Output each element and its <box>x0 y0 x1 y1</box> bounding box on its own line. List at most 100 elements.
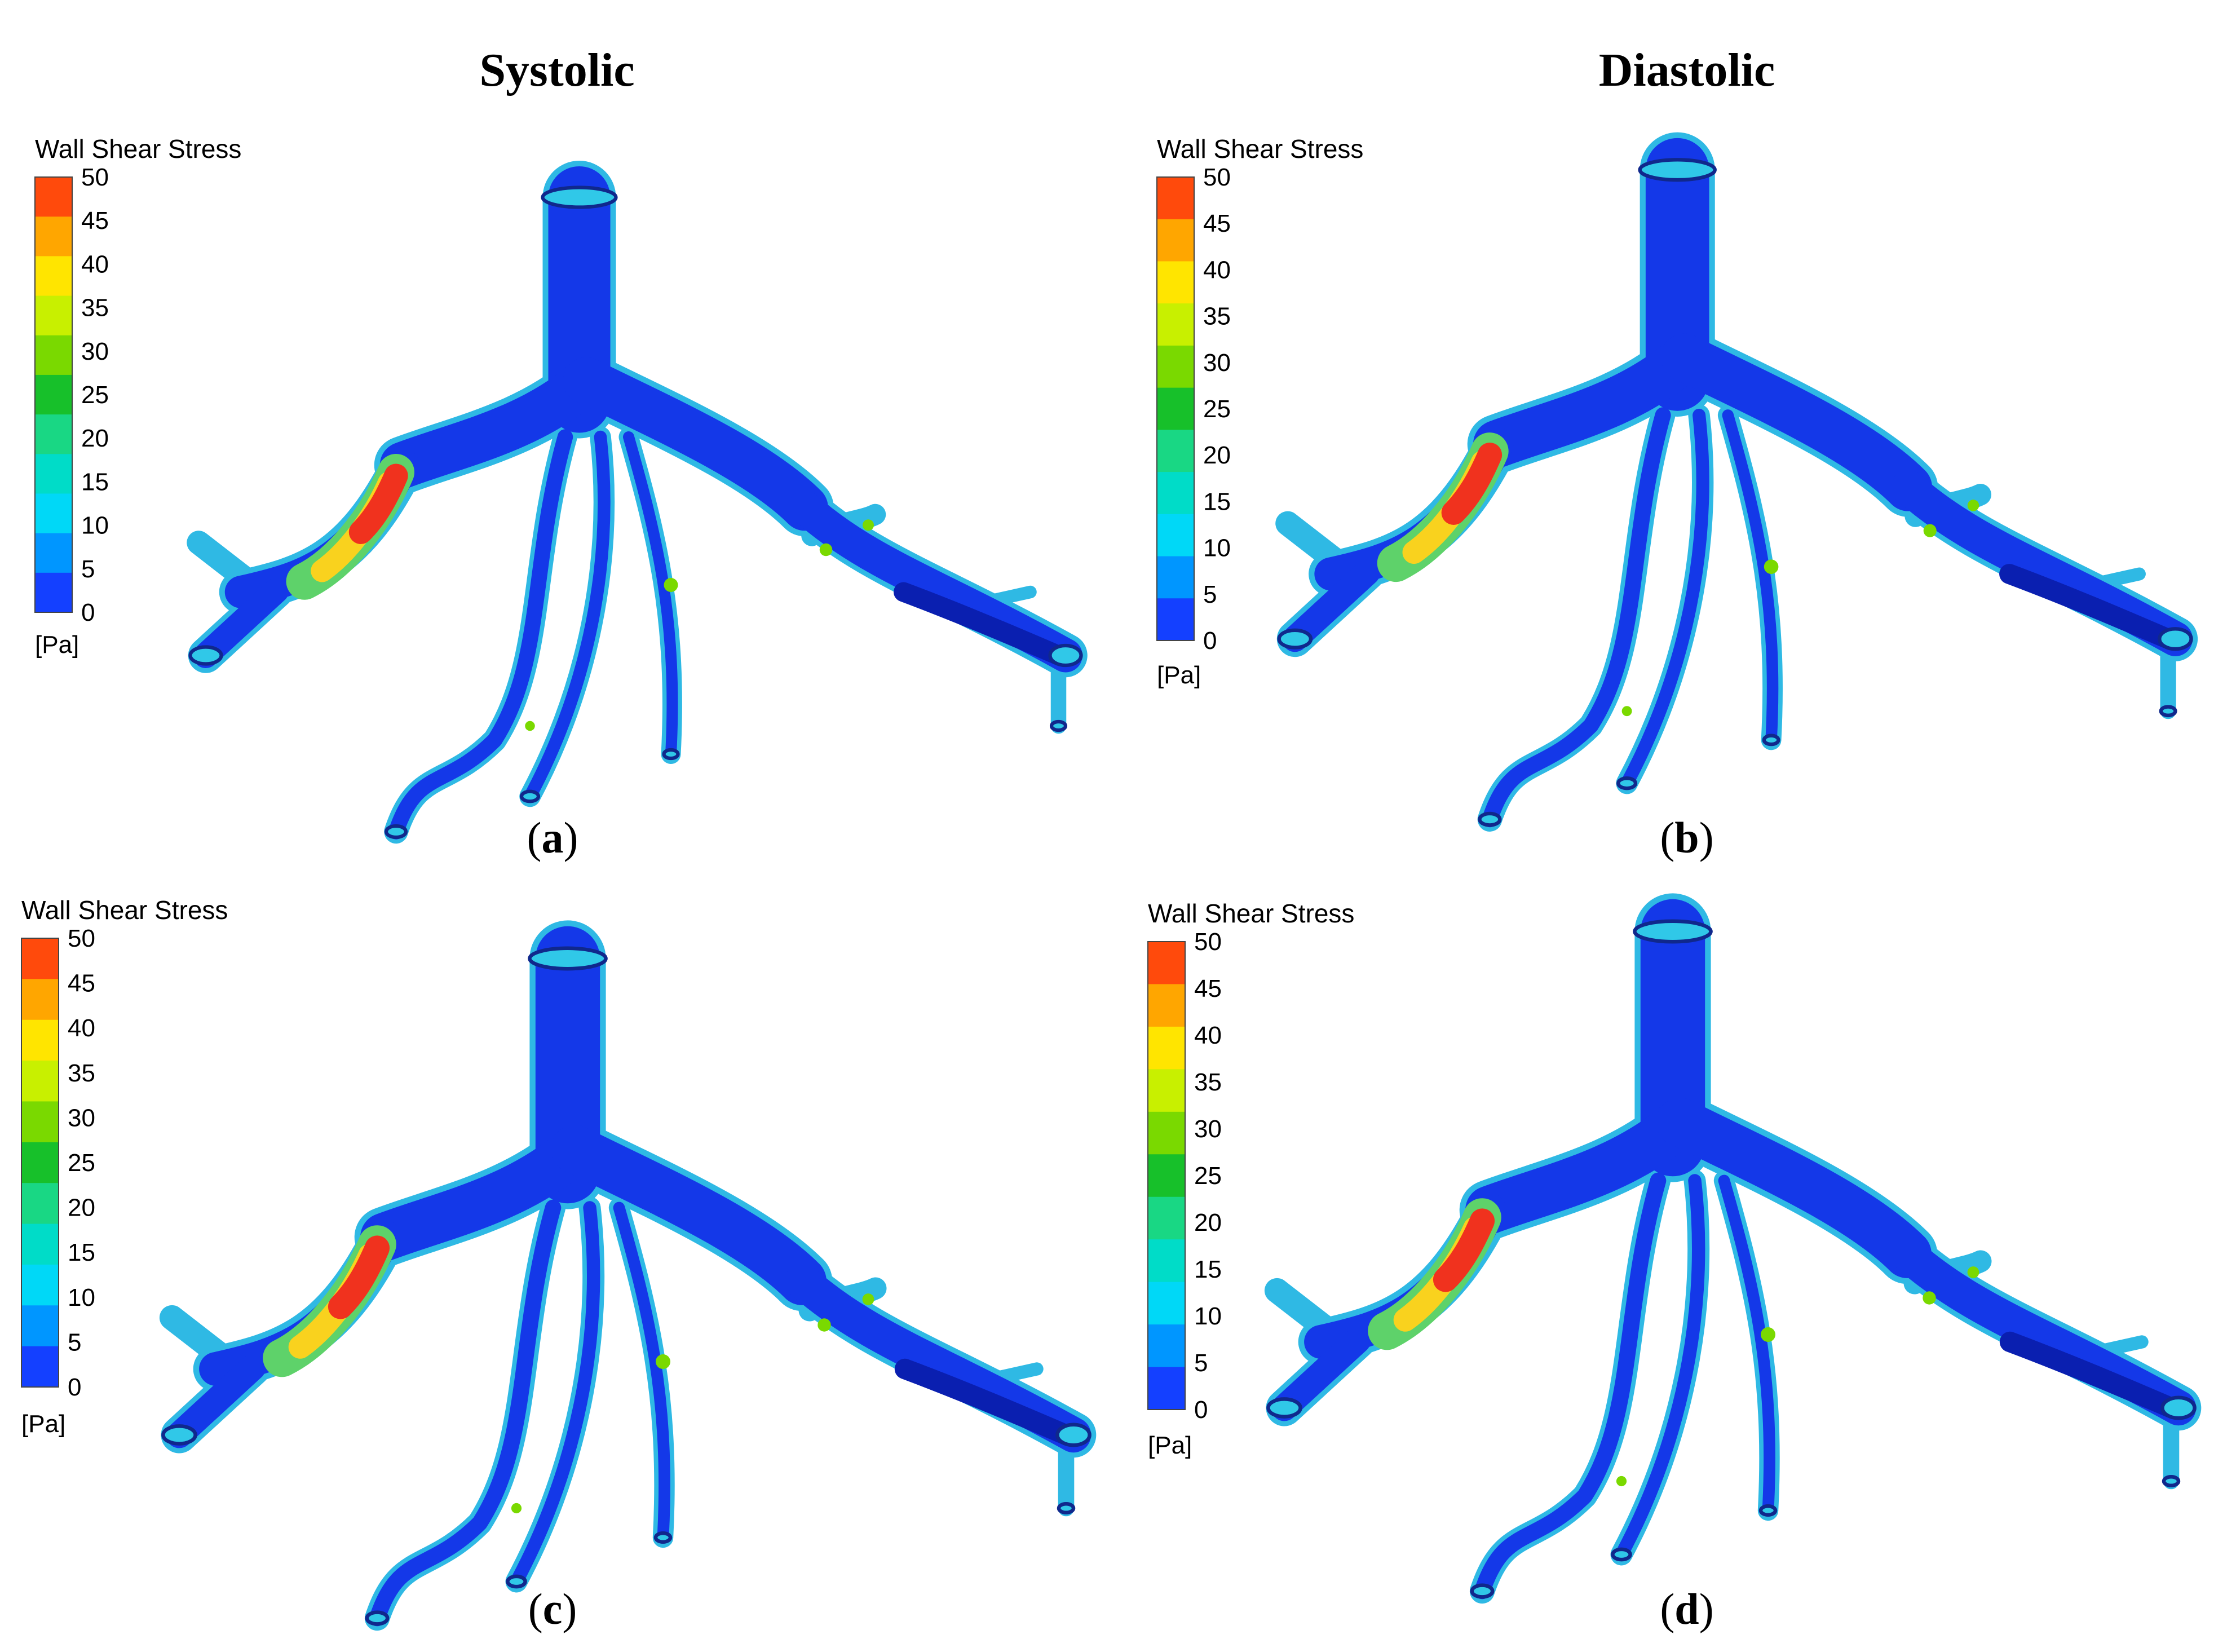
legend-tick-label: 30 <box>68 1104 95 1132</box>
legend-tick-label: 0 <box>1194 1396 1208 1424</box>
legend-band <box>1148 1069 1185 1112</box>
legend-band <box>1148 942 1185 985</box>
legend-tick-label: 40 <box>81 250 109 278</box>
legend-band <box>1148 1282 1185 1325</box>
legend-unit: [Pa] <box>1157 661 1201 689</box>
legend-bar-frame <box>34 176 73 613</box>
legend-title: Wall Shear Stress <box>1148 899 1354 928</box>
legend-band <box>21 1019 59 1061</box>
legend-bar-frame <box>21 938 59 1388</box>
legend-title: Wall Shear Stress <box>1157 134 1363 164</box>
legend-band <box>21 1101 59 1143</box>
legend-band <box>1148 1367 1185 1410</box>
legend-band <box>1148 1239 1185 1283</box>
legend-band <box>1157 303 1194 346</box>
legend-band <box>35 177 72 217</box>
legend-tick-label: 40 <box>1203 256 1231 284</box>
legend-tick-label: 30 <box>81 338 109 365</box>
legend-band <box>35 493 72 534</box>
legend-tick-label: 30 <box>1203 349 1231 377</box>
column-title-diastolic: Diastolic <box>1599 44 1775 96</box>
legend-tick-label: 50 <box>81 164 109 191</box>
legend-band <box>1157 514 1194 557</box>
legend-band <box>1148 1154 1185 1198</box>
legend-band <box>1157 472 1194 515</box>
legend-unit: [Pa] <box>35 631 79 659</box>
legend-tick-label: 25 <box>1194 1162 1222 1190</box>
legend-tick-label: 25 <box>68 1149 95 1177</box>
legend-band <box>21 979 59 1021</box>
legend-title: Wall Shear Stress <box>35 134 241 164</box>
legend-color-bar <box>21 938 59 1388</box>
legend-band <box>1148 1324 1185 1368</box>
legend-unit: [Pa] <box>1148 1432 1192 1459</box>
legend-tick-label: 5 <box>68 1328 81 1356</box>
legend-band <box>1157 177 1194 220</box>
vessel-tree-d <box>1268 921 2194 1597</box>
legend-band <box>35 533 72 573</box>
legend-tick-label: 10 <box>81 512 109 540</box>
legend-band <box>21 1264 59 1306</box>
legend-band <box>1148 984 1185 1027</box>
legend-tick-label: 10 <box>1194 1302 1222 1330</box>
legend-tick-label: 20 <box>81 425 109 452</box>
panel-label-b: (b) <box>1660 813 1713 862</box>
legend-tick-label: 20 <box>68 1194 95 1222</box>
legend-tick-label: 50 <box>68 925 95 952</box>
legend-band <box>21 1223 59 1265</box>
legend-tick-label: 45 <box>81 207 109 235</box>
legend-tick-label: 30 <box>1194 1115 1222 1143</box>
legend-tick-label: 45 <box>68 970 95 997</box>
legend-tick-label: 5 <box>1203 581 1217 608</box>
legend-color-bar <box>34 176 73 613</box>
legend-tick-label: 0 <box>68 1373 81 1401</box>
legend-band <box>1157 387 1194 430</box>
legend-band <box>35 217 72 257</box>
legend-tick-label: 40 <box>1194 1022 1222 1049</box>
legend-bar-frame <box>1147 941 1186 1410</box>
legend-band <box>35 295 72 336</box>
legend-tick-label: 50 <box>1194 928 1222 956</box>
legend-tick-label: 35 <box>1203 303 1231 330</box>
legend-tick-label: 10 <box>1203 535 1231 562</box>
legend-band <box>1157 219 1194 262</box>
legend-tick-label: 0 <box>81 599 95 626</box>
legend-tick-label: 20 <box>1203 441 1231 469</box>
legend-band <box>1157 345 1194 388</box>
legend-band <box>1157 430 1194 472</box>
legend-tick-label: 25 <box>1203 395 1231 423</box>
legend-band <box>21 1061 59 1102</box>
legend-tick-label: 25 <box>81 381 109 409</box>
legend-color-bar <box>1156 176 1195 641</box>
legend-band <box>21 1183 59 1225</box>
legend-tick-label: 15 <box>68 1239 95 1266</box>
vessel-tree-c <box>163 948 1089 1624</box>
legend-band <box>1157 556 1194 599</box>
legend-band <box>35 256 72 297</box>
vessel-tree-a <box>191 188 1081 838</box>
legend-tick-label: 15 <box>1194 1256 1222 1283</box>
legend-title: Wall Shear Stress <box>21 895 228 925</box>
legend-tick-label: 35 <box>81 294 109 322</box>
legend-band <box>1148 1026 1185 1070</box>
legend-band <box>1148 1111 1185 1155</box>
panel-label-a: (a) <box>527 813 578 862</box>
vessel-tree-b <box>1279 160 2191 825</box>
legend-tick-label: 5 <box>81 555 95 583</box>
legend-band <box>21 1305 59 1347</box>
legend-color-bar <box>1147 941 1186 1410</box>
legend-band <box>35 414 72 454</box>
legend-band <box>1148 1196 1185 1240</box>
legend-tick-label: 5 <box>1194 1349 1208 1377</box>
legend-band <box>35 454 72 494</box>
